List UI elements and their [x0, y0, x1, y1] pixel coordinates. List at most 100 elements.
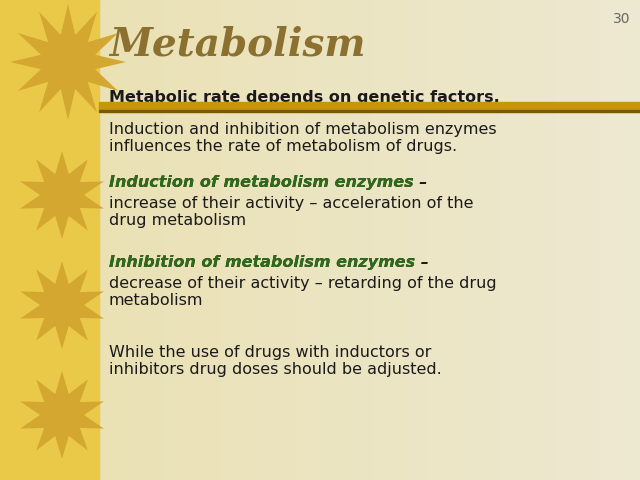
Bar — [0, 254, 99, 257]
Bar — [586, 0, 589, 480]
Bar — [207, 0, 210, 480]
Bar — [166, 0, 170, 480]
Bar — [543, 0, 545, 480]
Bar — [0, 106, 99, 108]
Bar — [110, 0, 113, 480]
Bar — [342, 0, 345, 480]
Bar — [310, 0, 313, 480]
Bar — [0, 194, 99, 197]
Bar — [326, 0, 329, 480]
Bar — [0, 233, 99, 235]
Bar — [442, 0, 445, 480]
Bar — [0, 451, 99, 454]
Bar — [521, 0, 524, 480]
Bar — [0, 137, 99, 139]
Bar — [0, 0, 99, 2]
Bar — [0, 110, 99, 113]
Bar — [126, 0, 129, 480]
Bar — [394, 0, 397, 480]
Bar — [0, 331, 99, 334]
Bar — [372, 0, 375, 480]
Bar — [0, 218, 99, 221]
Bar — [0, 314, 99, 317]
Bar — [477, 0, 481, 480]
Bar — [353, 0, 356, 480]
Bar — [0, 240, 99, 242]
Bar — [0, 170, 99, 173]
Bar — [221, 0, 223, 480]
Bar — [0, 204, 99, 206]
Bar — [483, 0, 486, 480]
Bar — [556, 0, 559, 480]
Bar — [0, 94, 99, 96]
Bar — [0, 382, 99, 384]
Bar — [0, 350, 99, 353]
Bar — [0, 458, 99, 461]
Bar — [0, 120, 99, 122]
Bar — [0, 26, 99, 29]
Bar — [0, 46, 99, 48]
Bar — [0, 264, 99, 266]
Bar — [559, 0, 561, 480]
Bar — [464, 0, 467, 480]
Bar — [0, 190, 99, 192]
Bar — [362, 0, 364, 480]
Bar — [0, 101, 99, 103]
Bar — [0, 276, 99, 278]
Bar — [0, 180, 99, 182]
Bar — [0, 454, 99, 456]
Bar — [0, 257, 99, 259]
Bar — [475, 0, 477, 480]
Bar — [0, 149, 99, 151]
Bar — [0, 24, 99, 26]
Bar — [0, 31, 99, 34]
Bar — [0, 439, 99, 442]
Bar — [0, 70, 99, 72]
Bar — [0, 154, 99, 156]
Bar — [0, 420, 99, 422]
Bar — [570, 0, 572, 480]
Text: inhibitors drug doses should be adjusted.: inhibitors drug doses should be adjusted… — [109, 362, 442, 377]
Bar — [239, 0, 243, 480]
Text: Inhibition of metabolism enzymes: Inhibition of metabolism enzymes — [109, 255, 415, 270]
Bar — [637, 0, 640, 480]
Bar — [0, 79, 99, 82]
Bar — [445, 0, 448, 480]
Bar — [305, 0, 307, 480]
Bar — [156, 0, 159, 480]
Bar — [613, 0, 616, 480]
Bar — [0, 211, 99, 214]
Bar — [472, 0, 475, 480]
Bar — [0, 115, 99, 118]
Bar — [0, 468, 99, 470]
Bar — [0, 370, 99, 372]
Bar — [410, 0, 413, 480]
Text: Induction of metabolism enzymes: Induction of metabolism enzymes — [109, 175, 413, 190]
Bar — [0, 262, 99, 264]
Bar — [404, 0, 408, 480]
Bar — [375, 0, 378, 480]
Bar — [578, 0, 580, 480]
Bar — [278, 0, 280, 480]
Bar — [0, 353, 99, 355]
Bar — [575, 0, 578, 480]
Bar — [0, 266, 99, 269]
Bar — [367, 0, 369, 480]
Bar — [0, 36, 99, 38]
Bar — [0, 82, 99, 84]
Bar — [0, 324, 99, 326]
Bar — [453, 0, 456, 480]
Bar — [0, 230, 99, 233]
Bar — [0, 286, 99, 288]
Bar — [408, 0, 410, 480]
Bar — [0, 60, 99, 62]
Bar — [470, 0, 472, 480]
Bar — [253, 0, 256, 480]
Bar — [516, 0, 518, 480]
Text: increase of their activity – acceleration of the: increase of their activity – acceleratio… — [109, 196, 474, 211]
Bar — [0, 166, 99, 168]
Bar — [0, 139, 99, 142]
Bar — [0, 38, 99, 41]
Bar — [337, 0, 340, 480]
Bar — [99, 0, 102, 480]
